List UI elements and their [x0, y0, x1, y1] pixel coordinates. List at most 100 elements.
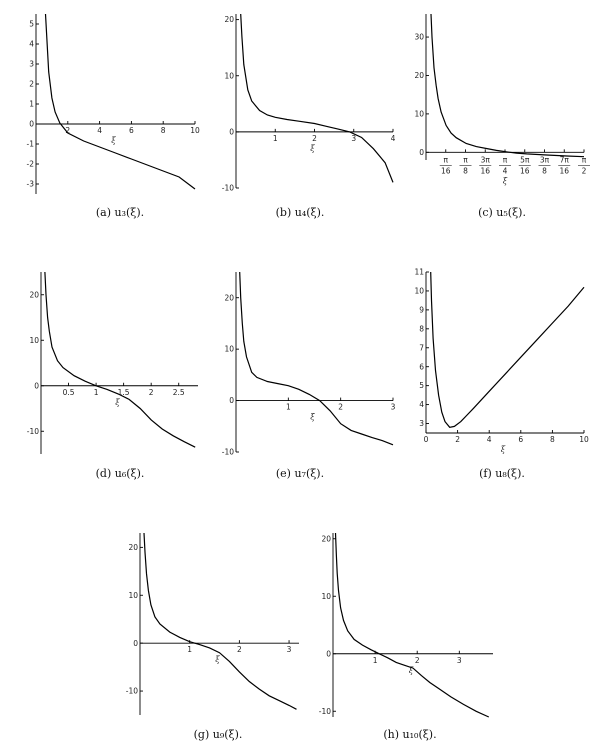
y-tick-label: 4: [29, 40, 34, 49]
chart-panel-h: -10 0 10 20 1 2 3 ξ (h) u₁₀(ξ).: [319, 532, 493, 741]
x-axis-label: ξ: [501, 445, 506, 454]
x-tick-numerator: π: [582, 155, 587, 164]
subfigure-caption: (e) u₇(ξ).: [276, 467, 324, 480]
x-axis-label: ξ: [310, 413, 315, 422]
x-tick-label: 1: [94, 388, 99, 397]
x-tick-label: 2: [415, 656, 420, 665]
x-tick-denominator: 16: [559, 166, 569, 175]
x-tick-label: 4: [487, 435, 492, 444]
x-tick-label: 6: [129, 126, 134, 135]
x-axis-label: ξ: [111, 136, 116, 145]
x-axis-label: ξ: [215, 655, 220, 664]
x-tick-label: 1: [187, 645, 192, 654]
y-tick-label: 0: [229, 127, 234, 136]
y-tick-label: -3: [27, 180, 35, 189]
x-tick-label: 2: [149, 388, 154, 397]
x-tick-label: 1: [286, 403, 291, 412]
x-axis-label: ξ: [115, 398, 120, 407]
x-tick-denominator: 16: [441, 166, 451, 175]
x-tick-label: 0.5: [63, 388, 75, 397]
x-tick-numerator: π: [443, 155, 448, 164]
y-tick-label: 7: [419, 343, 424, 352]
subfigure-caption: (h) u₁₀(ξ).: [383, 728, 436, 741]
x-tick-label: 4: [391, 134, 396, 143]
y-tick-label: 10: [224, 71, 234, 80]
series-line-f: [430, 271, 585, 428]
y-tick-label: -10: [222, 448, 234, 457]
series-line-b: [240, 13, 394, 183]
y-tick-label: 10: [414, 287, 424, 296]
y-tick-label: 20: [414, 71, 424, 80]
y-tick-label: 0: [419, 148, 424, 157]
y-tick-label: 5: [29, 20, 34, 29]
x-tick-label: 10: [190, 126, 200, 135]
y-tick-label: 20: [224, 293, 234, 302]
x-tick-label: 2: [237, 645, 242, 654]
x-tick-label: 4: [97, 126, 102, 135]
subfigure-caption: (c) u₅(ξ).: [478, 206, 526, 219]
x-tick-denominator: 16: [520, 166, 530, 175]
x-tick-denominator: 8: [463, 166, 468, 175]
chart-panel-b: -10 0 10 20 1 2 3 4 ξ (b) u₄(ξ).: [222, 13, 396, 219]
x-tick-label: 8: [550, 435, 555, 444]
y-tick-label: 9: [419, 305, 424, 314]
y-tick-label: 10: [29, 336, 39, 345]
series-line-g: [143, 532, 297, 710]
chart-panel-c: 0 10 20 30 π 16 π 8 3π 16 π 4 5π 16 3π 8 7π 16 π 2 ξ (c) u₅(ξ…: [414, 13, 590, 219]
x-tick-label: 1: [373, 656, 378, 665]
x-tick-denominator: 2: [582, 166, 587, 175]
y-tick-label: 1: [29, 100, 34, 109]
y-tick-label: 11: [414, 268, 424, 277]
y-tick-label: 0: [229, 396, 234, 405]
x-tick-numerator: 5π: [520, 155, 530, 164]
y-tick-label: 20: [29, 290, 39, 299]
y-tick-label: -10: [319, 707, 331, 716]
x-axis-label: ξ: [310, 144, 315, 153]
x-tick-label: 1: [273, 134, 278, 143]
y-tick-label: 0: [34, 381, 39, 390]
y-tick-label: 6: [419, 362, 424, 371]
x-tick-numerator: 3π: [481, 155, 491, 164]
y-tick-label: -10: [27, 427, 39, 436]
chart-panel-e: -10 0 10 20 1 2 3 ξ (e) u₇(ξ).: [222, 271, 396, 480]
chart-panel-f: 3 4 5 6 7 8 9 10 11 0 2 4 6 8 10 ξ (f) u₈(ξ).: [414, 268, 589, 480]
subfigure-caption: (f) u₈(ξ).: [479, 467, 525, 480]
y-tick-label: 30: [414, 33, 424, 42]
y-tick-label: -10: [222, 184, 234, 193]
x-tick-label: 3: [457, 656, 462, 665]
x-tick-denominator: 8: [542, 166, 547, 175]
x-tick-label: 3: [287, 645, 292, 654]
x-tick-numerator: 3π: [540, 155, 550, 164]
x-tick-numerator: 7π: [560, 155, 570, 164]
subfigure-caption: (d) u₆(ξ).: [96, 467, 145, 480]
y-tick-label: 3: [29, 60, 34, 69]
y-tick-label: 10: [128, 591, 138, 600]
chart-panel-g: -10 0 10 20 1 2 3 ξ (g) u₉(ξ).: [126, 532, 299, 741]
y-tick-label: -2: [27, 160, 35, 169]
y-tick-label: 5: [419, 381, 424, 390]
y-tick-label: 0: [133, 639, 138, 648]
y-tick-label: 10: [224, 345, 234, 354]
x-tick-label: 8: [161, 126, 166, 135]
x-tick-label: 2: [312, 134, 317, 143]
x-tick-numerator: π: [463, 155, 468, 164]
y-tick-label: -1: [27, 140, 35, 149]
y-tick-label: 4: [419, 400, 424, 409]
y-tick-label: 3: [419, 419, 424, 428]
subfigure-caption: (b) u₄(ξ).: [276, 206, 325, 219]
series-line-e: [239, 271, 394, 446]
series-line-d: [44, 271, 196, 448]
y-tick-label: 2: [29, 80, 34, 89]
y-tick-label: 0: [29, 120, 34, 129]
x-tick-label: 10: [579, 435, 589, 444]
series-line-a: [44, 13, 196, 190]
x-tick-label: 2.5: [173, 388, 185, 397]
x-tick-label: 6: [518, 435, 523, 444]
x-tick-label: 2: [455, 435, 460, 444]
x-tick-label: 2: [338, 403, 343, 412]
y-tick-label: 8: [419, 324, 424, 333]
x-tick-denominator: 4: [503, 166, 508, 175]
series-line-h: [334, 532, 490, 718]
y-tick-label: 20: [321, 534, 331, 543]
